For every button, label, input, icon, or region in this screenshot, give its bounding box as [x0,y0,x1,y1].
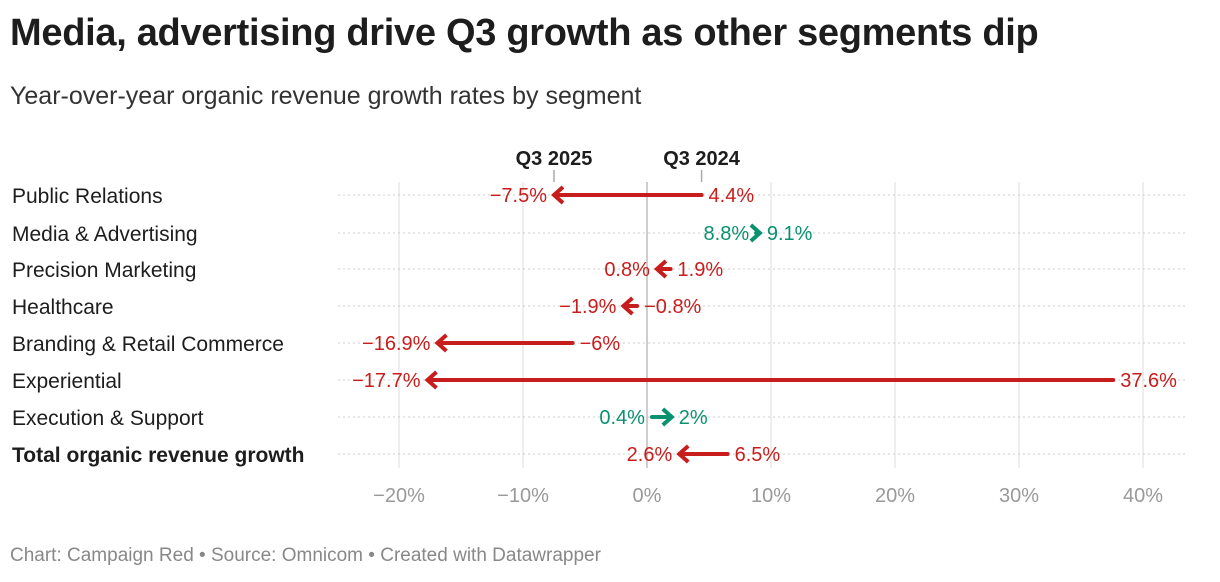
start-value-label: 6.5% [735,444,781,466]
arrow-head [434,333,448,353]
x-tick-label: 40% [1123,485,1163,507]
x-tick-label: 10% [751,485,791,507]
row-label: Precision Marketing [12,259,196,282]
row-label: Experiential [12,370,122,393]
end-value-label: −16.9% [362,333,431,355]
end-value-label: 9.1% [767,223,813,245]
chart-subtitle: Year-over-year organic revenue growth ra… [10,82,642,110]
arrow-head [676,444,690,464]
end-value-label: 2.6% [627,444,673,466]
x-tick-label: −20% [373,485,425,507]
end-value-label: −1.9% [559,296,616,318]
start-value-label: 1.9% [678,259,724,281]
chart-footer: Chart: Campaign Red • Source: Omnicom • … [10,545,601,566]
start-value-label: −6% [580,333,621,355]
start-value-label: 8.8% [704,223,750,245]
x-tick-label: −10% [497,485,549,507]
arrow-head [424,370,438,390]
row-label: Healthcare [12,296,114,319]
row-label: Branding & Retail Commerce [12,333,284,356]
start-value-label: 37.6% [1120,370,1177,392]
arrow-chart: −20% −10% 0% 10% 20% 30% 40% Q3 2025 Q3 2024 Publ… [12,148,1188,507]
start-value-label: −0.8% [644,296,701,318]
chart-title: Media, advertising drive Q3 growth as ot… [10,12,1039,54]
x-tick-label: 20% [875,485,915,507]
row-label: Execution & Support [12,407,204,430]
row-label: Total organic revenue growth [12,444,304,467]
end-value-label: −17.7% [352,370,421,392]
arrow-head [749,223,763,243]
x-tick-label: 30% [999,485,1039,507]
arrow-head [550,185,565,205]
arrow-head [653,259,668,279]
arrow-head [620,296,634,316]
start-value-label: 4.4% [709,185,755,207]
x-tick-label: 0% [633,485,662,507]
end-value-label: 2% [679,407,708,429]
end-series-label: Q3 2025 [516,148,593,170]
start-value-label: 0.4% [599,407,645,429]
end-value-label: −7.5% [490,185,547,207]
arrow-head [661,407,675,427]
end-value-label: 0.8% [604,259,650,281]
row-label: Public Relations [12,185,163,208]
row-label: Media & Advertising [12,223,198,246]
start-series-label: Q3 2024 [663,148,741,170]
